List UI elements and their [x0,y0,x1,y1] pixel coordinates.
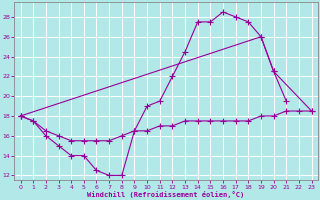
X-axis label: Windchill (Refroidissement éolien,°C): Windchill (Refroidissement éolien,°C) [87,191,245,198]
